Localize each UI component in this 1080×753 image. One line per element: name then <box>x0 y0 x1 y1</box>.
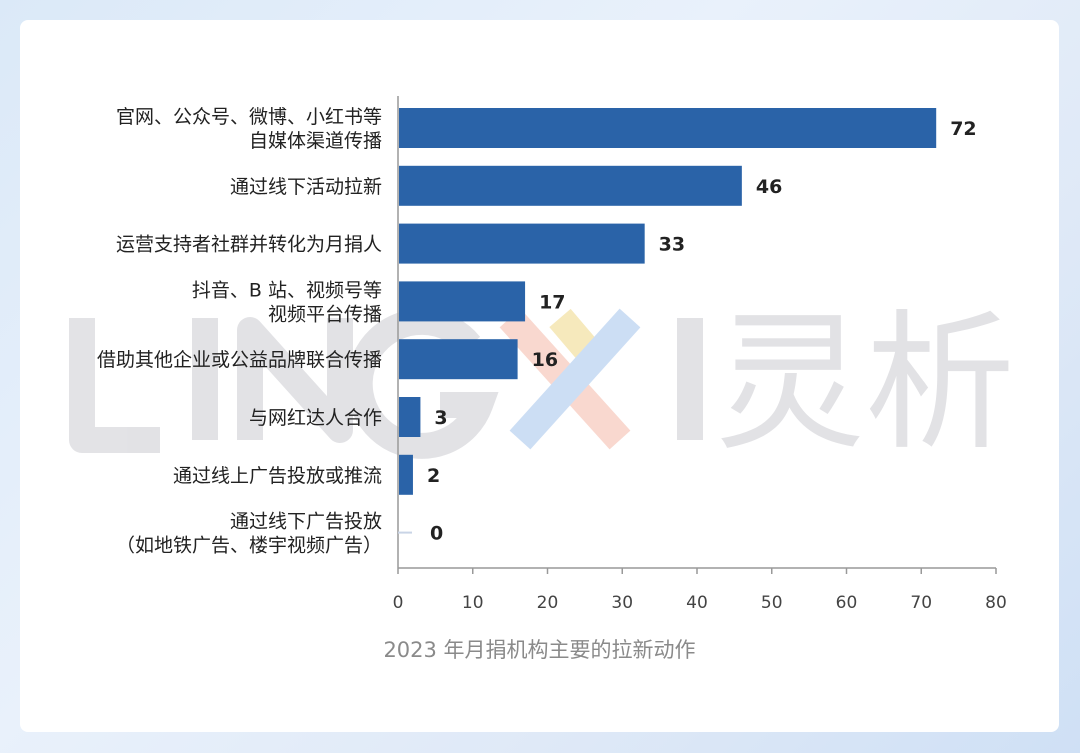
data-label: 0 <box>430 523 443 545</box>
x-tick-label: 80 <box>985 593 1007 613</box>
data-label: 46 <box>756 176 782 198</box>
category-label: 通过线下广告投放（如地铁广告、楼宇视频广告） <box>116 511 382 557</box>
bar <box>399 454 413 495</box>
bar <box>399 165 742 206</box>
data-label: 33 <box>659 234 685 256</box>
x-tick-label: 20 <box>537 593 559 613</box>
x-tick-label: 60 <box>836 593 858 613</box>
x-tick-label: 70 <box>910 593 932 613</box>
x-tick-label: 30 <box>611 593 633 613</box>
category-label: 与网红达人合作 <box>249 407 382 429</box>
category-label: 通过线上广告投放或推流 <box>173 465 382 487</box>
x-tick-label: 50 <box>761 593 783 613</box>
bar <box>399 223 645 264</box>
category-label: 运营支持者社群并转化为月捐人 <box>116 234 382 256</box>
category-label: 通过线下活动拉新 <box>230 176 382 198</box>
data-label: 2 <box>427 465 440 487</box>
data-label: 3 <box>434 407 447 429</box>
chart-title: 2023 年月捐机构主要的拉新动作 <box>383 638 696 662</box>
x-tick-label: 0 <box>393 593 404 613</box>
category-label: 借助其他企业或公益品牌联合传播 <box>97 349 382 371</box>
category-label: 官网、公众号、微博、小红书等自媒体渠道传播 <box>116 106 382 152</box>
bar <box>399 281 526 322</box>
data-label: 17 <box>539 291 565 313</box>
bar <box>399 108 937 148</box>
category-label: 抖音、B 站、视频号等视频平台传播 <box>192 279 382 325</box>
data-label: 16 <box>532 349 558 371</box>
bar <box>399 339 518 380</box>
x-tick-label: 40 <box>686 593 708 613</box>
x-tick-label: 10 <box>462 593 484 613</box>
bar <box>399 397 421 437</box>
data-label: 72 <box>950 118 976 140</box>
